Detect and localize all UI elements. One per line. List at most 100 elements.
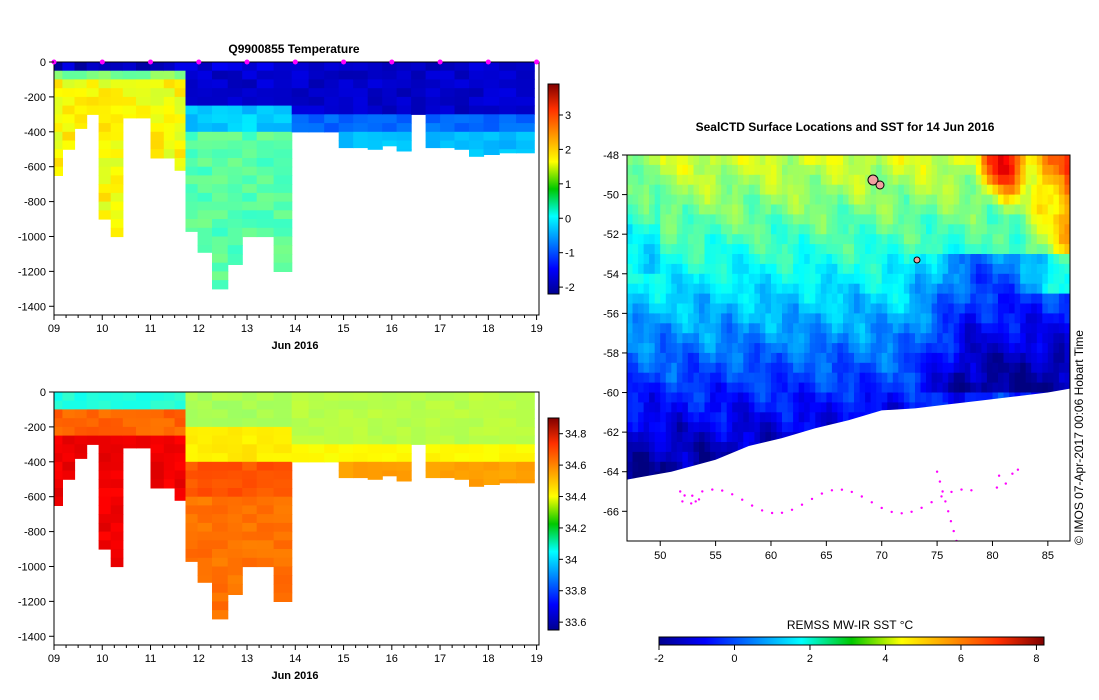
sst-cell	[782, 194, 788, 205]
sst-cell	[1053, 254, 1060, 265]
sst-cell	[776, 155, 783, 166]
sst-cell	[915, 214, 921, 225]
sst-cell	[1053, 204, 1060, 215]
sst-cell	[687, 263, 694, 275]
sst-cell	[998, 343, 1004, 354]
sst-cell	[793, 382, 800, 393]
sst-cell	[820, 263, 827, 275]
salinity-cell	[499, 409, 517, 419]
sst-cell	[903, 283, 910, 295]
temperature-cell	[110, 96, 124, 107]
sst-cell	[1053, 283, 1060, 295]
sst-cell	[682, 214, 689, 225]
sst-cell	[793, 204, 800, 215]
sst-cell	[815, 164, 822, 176]
salinity-cell	[185, 531, 199, 541]
sst-cell	[743, 204, 750, 215]
credit-text: © IMOS 07-Apr-2017 00:06 Hobart Time	[1072, 330, 1086, 545]
sst-cell	[809, 323, 816, 334]
sst-cell	[887, 234, 894, 245]
salinity-cell	[74, 453, 88, 459]
temperature-cell	[382, 62, 398, 72]
sst-cell	[859, 372, 866, 384]
sst-cell	[1064, 214, 1070, 225]
salinity-cell	[212, 531, 229, 541]
salinity-panel: 0-200-400-600-800-1000-1200-1400 09 10 11 1…	[18, 387, 587, 682]
sst-cell	[721, 313, 728, 324]
sst-cell	[1036, 323, 1043, 334]
sst-cell	[754, 323, 761, 334]
sst-cell	[699, 362, 705, 374]
temperature-cell	[212, 245, 229, 255]
sst-cell	[809, 224, 816, 235]
sst-cell	[876, 174, 883, 186]
sst-cell	[887, 362, 894, 374]
sst-cell	[931, 204, 938, 215]
temperature-cell	[516, 131, 535, 142]
sst-cell	[787, 263, 794, 275]
sst-cell	[1042, 224, 1049, 235]
sst-cell	[1058, 362, 1065, 374]
sst-cell	[920, 254, 927, 265]
sst-cell	[998, 392, 1004, 403]
sst-cell	[920, 273, 927, 285]
sst-cell	[942, 214, 949, 225]
sst-cell	[1053, 263, 1060, 275]
temperature-cell	[185, 140, 199, 150]
sst-cell	[1047, 362, 1054, 374]
sst-cell	[975, 254, 982, 265]
temperature-cell	[273, 140, 293, 150]
sst-cell	[804, 382, 811, 393]
sst-cell	[676, 244, 683, 255]
salinity-cell	[110, 435, 124, 445]
sst-cell	[903, 214, 910, 225]
sst-cell	[710, 155, 717, 166]
sst-cell	[776, 303, 783, 314]
sst-cell	[726, 254, 733, 265]
sst-cell	[776, 432, 783, 443]
salinity-cell	[273, 505, 293, 515]
salinity-cell	[242, 557, 258, 568]
sst-cell	[848, 155, 855, 166]
temperature-cell	[469, 96, 485, 107]
salinity-cell	[242, 488, 258, 498]
sst-cell	[687, 392, 694, 403]
sst-cell	[992, 194, 999, 205]
sst-cell	[710, 214, 717, 225]
sst-cell	[837, 303, 844, 314]
sst-cell	[859, 303, 866, 314]
temperature-cell	[212, 123, 229, 133]
temperature-y-axis: 0-200-400-600-800-1000-1200-1400	[18, 57, 54, 313]
salinity-cell	[174, 453, 187, 463]
sst-cell	[804, 184, 811, 196]
sst-cell	[759, 194, 766, 205]
sst-cell	[1020, 283, 1027, 295]
sst-cell	[649, 442, 656, 453]
temperature-cell	[212, 184, 229, 194]
sst-cell	[748, 263, 755, 275]
sst-cell	[682, 273, 689, 285]
temperature-cell	[227, 262, 243, 265]
salinity-cell	[273, 435, 293, 445]
profile-marker	[99, 59, 105, 65]
sst-cell	[981, 303, 988, 314]
sst-cell	[892, 303, 899, 314]
sst-cell	[892, 244, 899, 255]
sst-cell	[931, 273, 938, 285]
salinity-cell	[110, 488, 124, 498]
sst-cell	[1020, 303, 1027, 314]
sst-cell	[682, 343, 689, 354]
sst-cell	[693, 382, 700, 393]
temperature-cell	[110, 201, 124, 211]
sst-cell	[843, 352, 849, 364]
sst-cell	[998, 164, 1004, 176]
temperature-cell	[382, 114, 398, 124]
temperature-cell	[163, 114, 176, 124]
x-tick-label: 13	[241, 323, 253, 335]
sst-cell	[859, 343, 866, 354]
sst-cell	[843, 293, 849, 304]
sst-cell	[920, 184, 927, 196]
sst-cell	[1009, 293, 1016, 304]
temperature-cell	[86, 62, 100, 72]
temperature-cell	[516, 79, 535, 89]
